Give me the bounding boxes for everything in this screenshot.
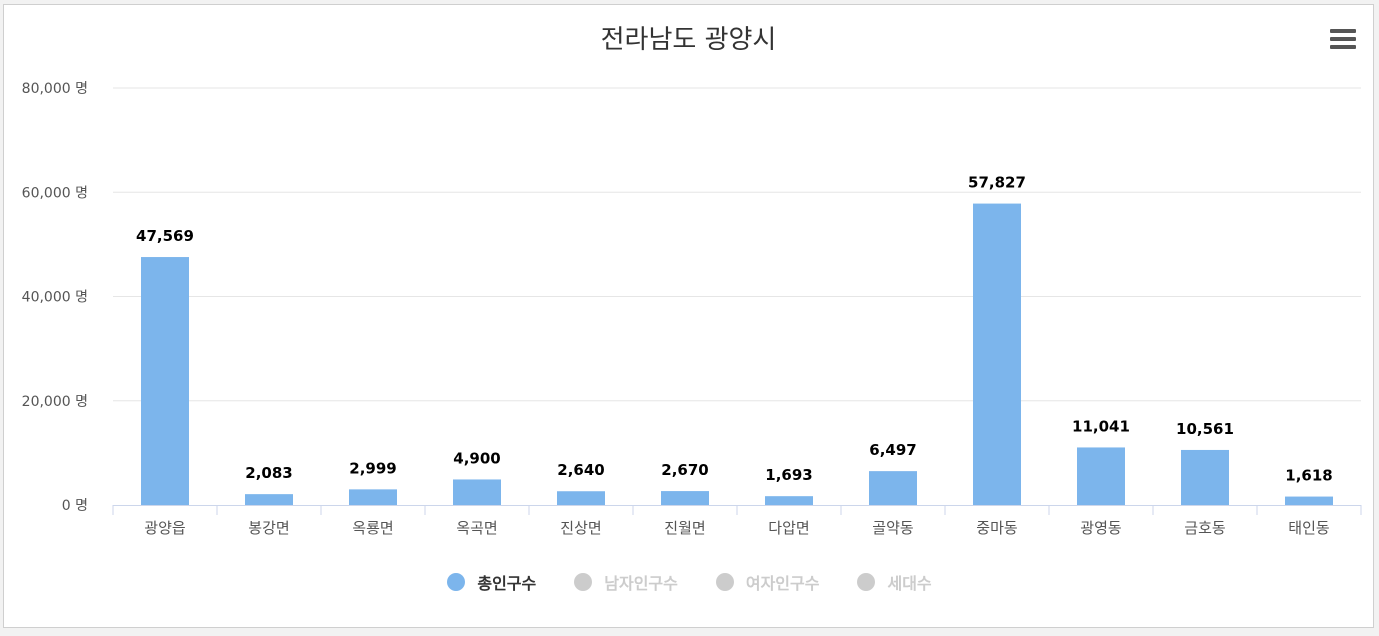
bar[interactable] — [557, 491, 605, 505]
x-tick-label: 광양읍 — [144, 519, 185, 537]
x-tick-label: 봉강면 — [248, 519, 289, 537]
legend-item[interactable]: 총인구수 — [447, 570, 536, 594]
data-label: 6,497 — [869, 441, 916, 459]
y-tick-label: 60,000 명 — [22, 185, 88, 201]
data-label: 1,693 — [765, 466, 812, 484]
x-tick-label: 광영동 — [1080, 519, 1122, 537]
data-label: 2,083 — [245, 464, 292, 482]
x-tick-label: 진월면 — [664, 519, 705, 537]
y-tick-label: 40,000 명 — [22, 290, 88, 306]
chart-container: 전라남도 광양시 — [3, 4, 1374, 628]
data-label: 2,999 — [349, 459, 396, 477]
legend-dot-icon — [447, 573, 466, 591]
chart-title: 전라남도 광양시 — [600, 25, 777, 55]
bar[interactable] — [661, 491, 709, 505]
bar[interactable] — [349, 489, 397, 505]
data-label: 57,827 — [968, 174, 1026, 192]
data-label: 47,569 — [136, 227, 194, 245]
bar[interactable] — [1181, 449, 1229, 505]
legend-dot-icon — [857, 573, 876, 591]
bar[interactable] — [453, 479, 501, 505]
y-tick-label: 20,000 명 — [22, 394, 88, 410]
legend-dot-icon — [574, 573, 593, 591]
x-tick-label: 태인동 — [1288, 519, 1330, 537]
x-tick-label: 골약동 — [872, 519, 914, 537]
x-tick-label: 옥룡면 — [352, 519, 393, 537]
legend-label: 세대수 — [887, 574, 932, 593]
bar[interactable] — [765, 496, 813, 505]
bar[interactable] — [973, 203, 1021, 505]
x-tick-label: 옥곡면 — [456, 519, 497, 537]
y-tick-label: 80,000 명 — [22, 81, 88, 97]
bar[interactable] — [141, 257, 189, 505]
legend-item[interactable]: 남자인구수 — [574, 570, 678, 594]
data-label: 4,900 — [453, 449, 500, 467]
legend-item[interactable]: 세대수 — [857, 570, 932, 594]
hamburger-menu-icon[interactable] — [1330, 29, 1356, 51]
data-label: 2,640 — [557, 461, 604, 479]
chart-legend: 총인구수 남자인구수 여자인구수 세대수 — [0, 570, 1379, 594]
y-tick-label: 0 명 — [62, 498, 88, 514]
data-label: 10,561 — [1176, 420, 1234, 438]
bar[interactable] — [1285, 496, 1333, 505]
data-label: 11,041 — [1072, 417, 1130, 435]
legend-label: 총인구수 — [477, 574, 537, 593]
legend-label: 여자인구수 — [745, 574, 820, 593]
legend-label: 남자인구수 — [604, 574, 678, 593]
data-label: 2,670 — [661, 461, 708, 479]
x-tick-label: 진상면 — [560, 519, 601, 537]
legend-dot-icon — [715, 573, 734, 591]
bar[interactable] — [245, 494, 293, 505]
data-label: 1,618 — [1285, 467, 1332, 485]
bar[interactable] — [1077, 447, 1125, 505]
legend-item[interactable]: 여자인구수 — [715, 570, 820, 594]
x-tick-label: 중마동 — [976, 519, 1018, 537]
x-tick-label: 다압면 — [768, 519, 809, 537]
bar[interactable] — [869, 471, 917, 505]
x-tick-label: 금호동 — [1184, 519, 1226, 537]
